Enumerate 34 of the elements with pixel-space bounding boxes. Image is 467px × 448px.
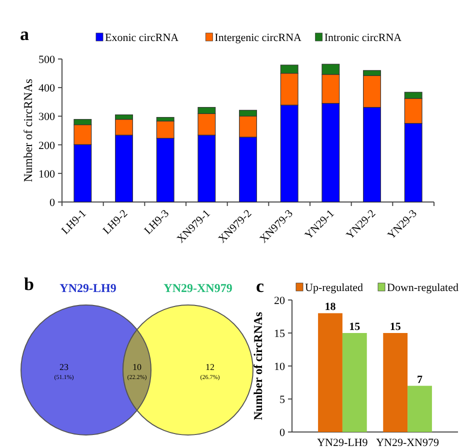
text: c	[256, 276, 264, 296]
text: b	[24, 274, 34, 294]
data-label: 15	[349, 321, 361, 333]
y-tick-label: 200	[38, 140, 56, 152]
bar	[408, 386, 432, 432]
text: a	[20, 24, 29, 44]
data-label: 23	[60, 362, 69, 372]
bar	[383, 333, 408, 432]
y-axis-title: Number of circRNAs	[251, 312, 265, 420]
y-axis-title: Number of circRNAs	[21, 78, 35, 182]
bar	[342, 333, 367, 432]
data-label: 10	[132, 362, 142, 372]
y-tick-label: 100	[38, 168, 56, 180]
text: YN29-LH9	[60, 281, 116, 295]
legend-label: Intergenic circRNA	[214, 32, 302, 44]
y-tick-label: 5	[280, 394, 286, 406]
data-label: 18	[324, 301, 336, 314]
y-tick-label: 500	[38, 54, 56, 66]
data-label: 7	[417, 374, 424, 386]
y-tick-label: 10	[274, 361, 286, 373]
y-tick-label: 0	[280, 427, 286, 439]
y-tick-label: 15	[274, 328, 286, 340]
y-tick-label: 300	[38, 111, 56, 124]
legend-label: Down-regulated	[387, 282, 459, 294]
y-tick-label: 400	[38, 82, 56, 95]
legend-label: Exonic circRNA	[105, 32, 179, 44]
data-label: 15	[390, 321, 402, 333]
y-tick-label: 20	[274, 295, 286, 307]
data-label: 12	[206, 362, 214, 372]
legend-label: Intronic circRNA	[324, 32, 402, 44]
text: YN29-XN979	[164, 281, 232, 295]
bar	[318, 313, 342, 432]
y-tick-label: 0	[50, 197, 56, 209]
legend-label: Up-regulated	[305, 282, 364, 294]
